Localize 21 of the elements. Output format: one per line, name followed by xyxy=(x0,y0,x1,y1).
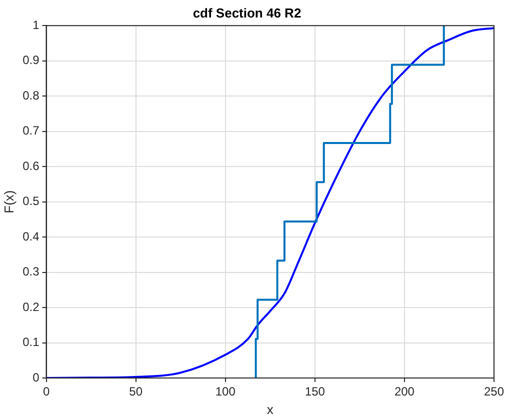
y-tick-label: 1 xyxy=(32,18,40,32)
x-tick-label: 50 xyxy=(129,384,143,399)
y-tick-label: 0.6 xyxy=(22,158,40,173)
y-tick-label: 0 xyxy=(32,370,40,384)
y-tick-label: 0.5 xyxy=(22,194,40,208)
y-tick-label: 0.2 xyxy=(22,300,40,314)
x-tick-label: 250 xyxy=(484,384,504,399)
y-axis-title: F(x) xyxy=(1,190,16,214)
x-axis-title: x xyxy=(266,402,274,417)
y-tick-label: 0.8 xyxy=(22,88,40,102)
line-series xyxy=(46,27,494,378)
x-tick-label: 100 xyxy=(215,384,236,399)
y-tick-label: 0.1 xyxy=(22,335,40,350)
x-tick-label: 200 xyxy=(394,384,415,399)
y-tick-label: 0.3 xyxy=(22,264,40,279)
chart-title: cdf Section 46 R2 xyxy=(192,5,302,20)
x-tick-label: 0 xyxy=(42,384,50,399)
y-tick-label: 0.7 xyxy=(22,124,40,138)
y-tick-label: 0.9 xyxy=(22,53,40,68)
x-tick-label: 150 xyxy=(304,384,326,399)
y-tick-label: 0.4 xyxy=(22,229,40,244)
